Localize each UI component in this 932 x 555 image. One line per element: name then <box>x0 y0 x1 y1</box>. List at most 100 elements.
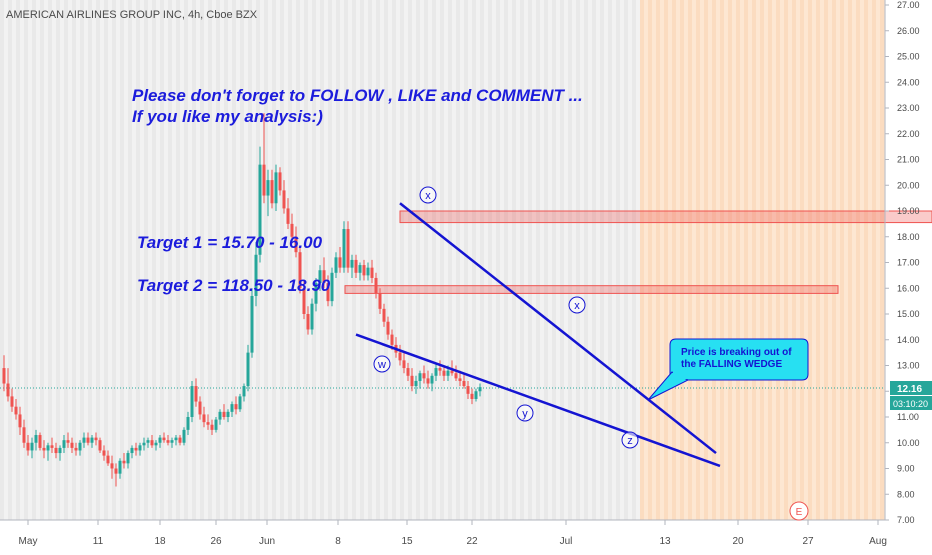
candle-body <box>122 460 126 464</box>
candle-body <box>6 383 10 397</box>
candle-body <box>30 442 34 451</box>
candle-body <box>466 386 470 394</box>
session-stripe <box>360 0 364 520</box>
session-stripe <box>544 0 548 520</box>
session-stripe <box>288 0 292 520</box>
candle-body <box>142 442 146 446</box>
session-stripe <box>728 0 732 520</box>
session-stripe <box>480 0 484 520</box>
candle-body <box>334 257 338 273</box>
candle-body <box>406 368 410 376</box>
session-stripes <box>0 0 884 520</box>
candle-body <box>98 440 102 451</box>
y-tick-label: 22.00 <box>897 129 920 139</box>
session-stripe <box>304 0 308 520</box>
session-stripe <box>648 0 652 520</box>
candle-body <box>274 172 278 204</box>
breakout-callout: Price is breaking out of the FALLING WED… <box>647 338 809 401</box>
candle-body <box>250 295 254 353</box>
wave-label-w-text: w <box>377 359 386 371</box>
session-stripe <box>280 0 284 520</box>
target-2-label: Target 2 = 118.50 - 18.90 <box>137 276 331 295</box>
session-stripe <box>432 0 436 520</box>
session-stripe <box>624 0 628 520</box>
session-stripe <box>48 0 52 520</box>
candle-body <box>382 308 386 322</box>
session-stripe <box>224 0 228 520</box>
session-stripe <box>672 0 676 520</box>
candle-body <box>442 370 446 376</box>
candle-body <box>62 440 66 448</box>
candle-body <box>46 445 50 451</box>
candle-body <box>390 334 394 345</box>
target-1-label: Target 1 = 15.70 - 16.00 <box>137 233 323 252</box>
candle-body <box>294 236 298 253</box>
candle-body <box>174 437 178 441</box>
candle-body <box>370 267 374 278</box>
session-stripe <box>784 0 788 520</box>
candle-body <box>454 373 458 379</box>
candle-body <box>262 164 266 196</box>
candle-body <box>322 270 326 284</box>
session-stripe <box>128 0 132 520</box>
candle-body <box>54 447 58 454</box>
session-stripe <box>8 0 12 520</box>
candle-body <box>102 450 106 456</box>
session-stripe <box>472 0 476 520</box>
candle-body <box>286 208 290 224</box>
session-stripe <box>616 0 620 520</box>
session-stripe <box>144 0 148 520</box>
session-stripe <box>608 0 612 520</box>
session-stripe <box>112 0 116 520</box>
y-tick-label: 19.00 <box>897 206 920 216</box>
earnings-marker[interactable]: E <box>789 501 809 521</box>
candle-body <box>426 378 430 384</box>
session-stripe <box>696 0 700 520</box>
session-stripe <box>368 0 372 520</box>
candle-body <box>446 370 450 376</box>
session-stripe <box>256 0 260 520</box>
candle-body <box>414 380 418 387</box>
y-tick-label: 7.00 <box>897 515 915 525</box>
session-stripe <box>808 0 812 520</box>
x-tick-label: May <box>19 536 38 547</box>
resistance-zone <box>399 210 932 224</box>
y-tick-label: 10.00 <box>897 438 920 448</box>
y-tick-label: 21.00 <box>897 155 920 165</box>
candle-body <box>202 414 206 423</box>
x-tick-label: Jul <box>560 536 573 547</box>
candle-body <box>310 303 314 330</box>
candle-body <box>182 429 186 443</box>
candle-body <box>266 180 270 196</box>
candle-body <box>258 164 262 255</box>
candle-body <box>50 445 54 448</box>
session-stripe <box>528 0 532 520</box>
session-stripe <box>816 0 820 520</box>
candle-body <box>26 442 30 451</box>
session-stripe <box>496 0 500 520</box>
candle-body <box>434 368 438 376</box>
session-stripe <box>0 0 4 520</box>
candle-body <box>18 414 22 428</box>
session-stripe <box>320 0 324 520</box>
y-tick-label: 27.00 <box>897 0 920 10</box>
candle-body <box>34 435 38 443</box>
session-stripe <box>568 0 572 520</box>
session-stripe <box>704 0 708 520</box>
y-axis: 27.00 26.00 25.00 24.00 23.00 22.00 21.00 20.00… <box>884 0 920 525</box>
x-tick-label: 26 <box>210 536 222 547</box>
candle-body <box>94 437 98 441</box>
candle-body <box>282 190 286 209</box>
candle-body <box>306 314 310 330</box>
candle-body <box>38 435 42 448</box>
session-stripe <box>776 0 780 520</box>
candle-body <box>478 387 482 392</box>
candle-body <box>398 352 402 361</box>
y-tick-label: 8.00 <box>897 489 915 499</box>
resistance-zone <box>344 285 839 294</box>
candle-body <box>386 321 390 335</box>
countdown-value: 03:10:20 <box>893 399 928 409</box>
y-tick-label: 9.00 <box>897 464 915 474</box>
